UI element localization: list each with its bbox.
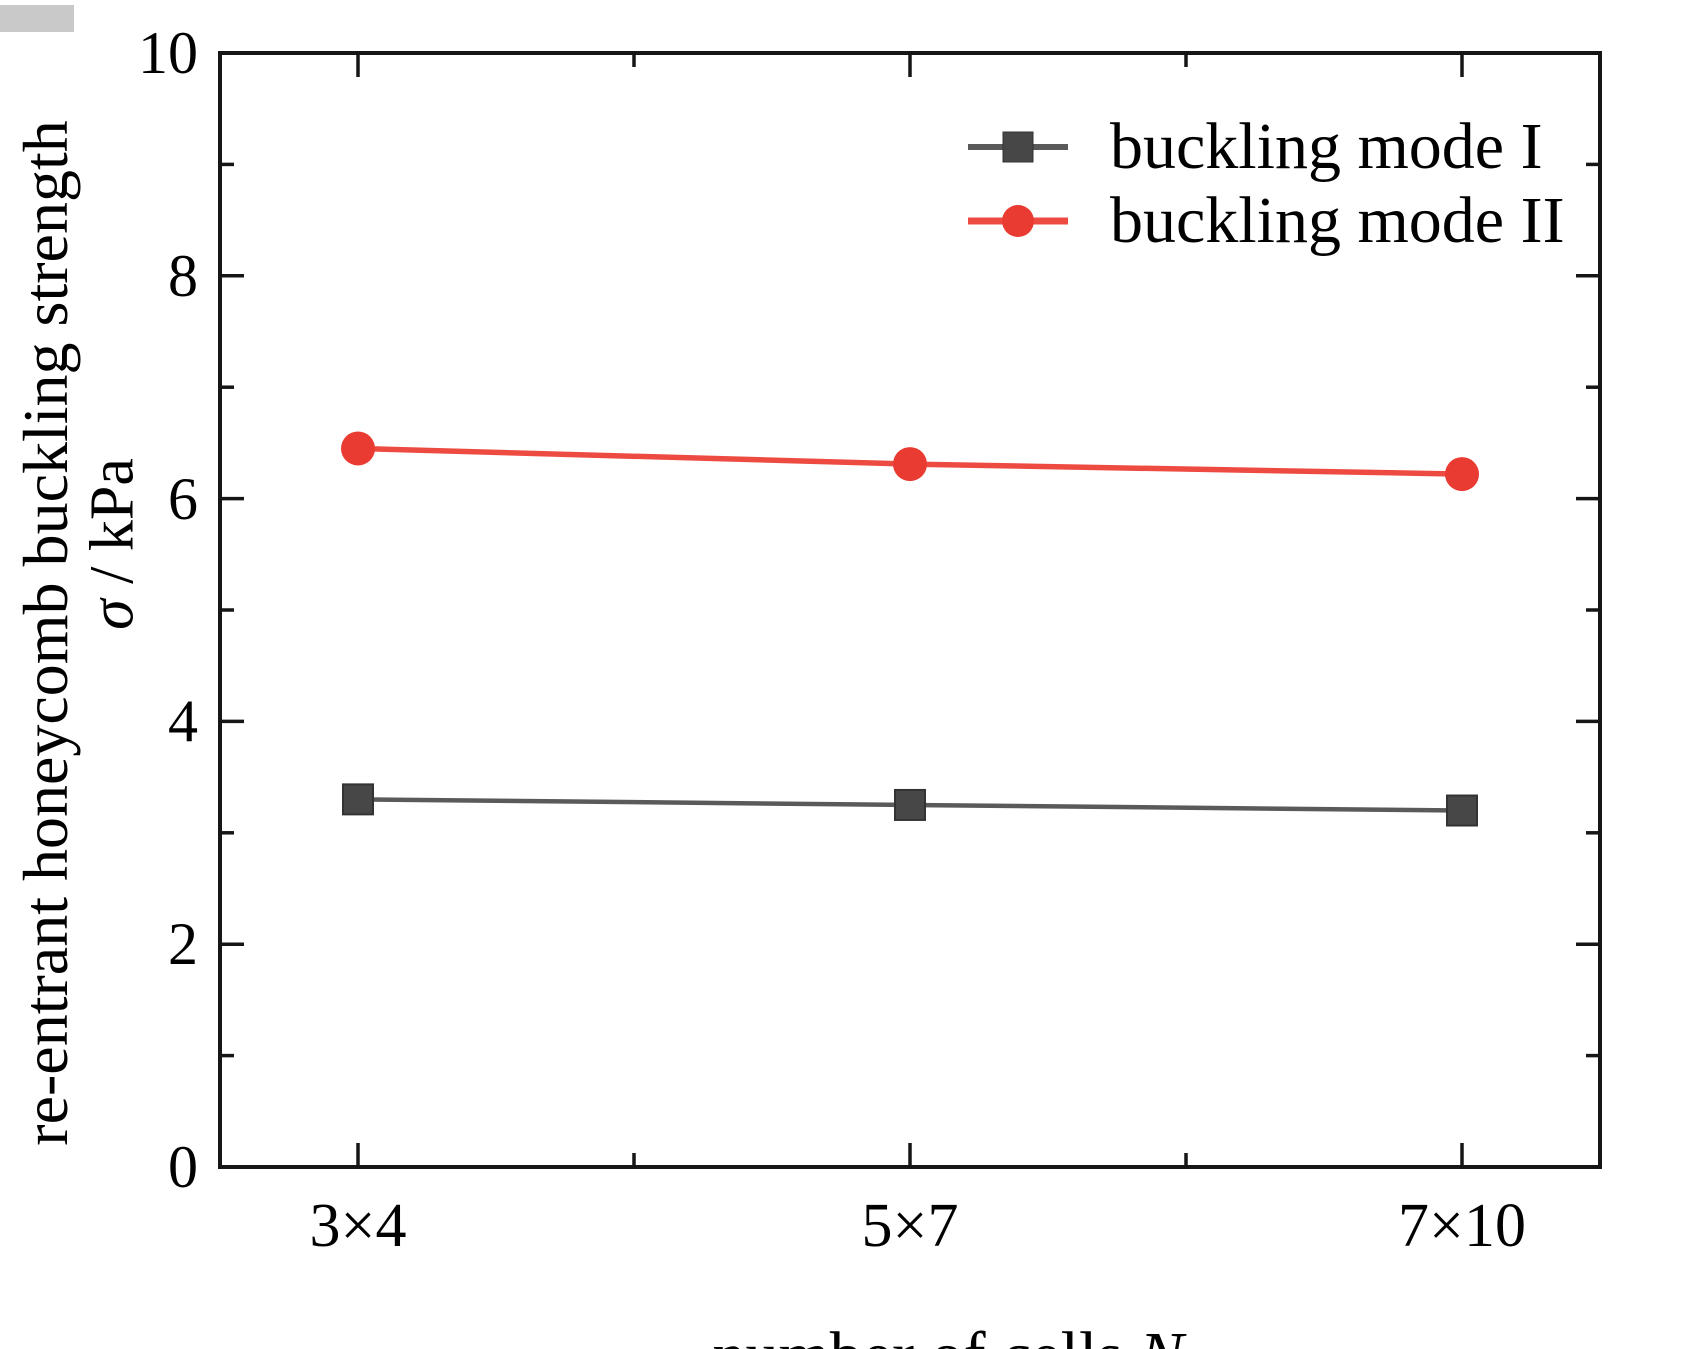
sigma-symbol: σ xyxy=(78,599,147,630)
data-point-square xyxy=(894,788,926,821)
y-tick-label: 2 xyxy=(168,911,198,978)
legend-sample-square-icon xyxy=(968,131,1068,163)
legend-label-mode1: buckling mode I xyxy=(1110,110,1543,183)
y-tick-label: 4 xyxy=(168,688,198,755)
y-tick-label: 8 xyxy=(168,242,198,309)
x-axis-label-text: number of cells xyxy=(712,1319,1139,1349)
x-tick-label: 5×7 xyxy=(861,1192,959,1260)
data-point-circle xyxy=(341,431,375,466)
y-tick-label: 0 xyxy=(168,1134,198,1200)
data-point-square xyxy=(342,783,374,816)
data-point-circle xyxy=(893,447,927,482)
x-axis-label: number of cells N xyxy=(646,1248,1183,1349)
n-symbol: N xyxy=(1140,1319,1184,1349)
data-point-circle xyxy=(1445,457,1479,492)
y-axis-unit-text: / kPa xyxy=(78,458,147,600)
legend-label-mode2: buckling mode II xyxy=(1110,184,1565,257)
legend-sample-circle-icon xyxy=(968,205,1068,237)
scan-artifact xyxy=(0,5,74,32)
y-tick-label: 6 xyxy=(168,465,198,532)
legend-item-mode1: buckling mode I xyxy=(968,110,1565,184)
x-tick-label: 7×10 xyxy=(1398,1192,1526,1260)
legend: buckling mode I buckling mode II xyxy=(968,110,1565,258)
x-tick-label: 3×4 xyxy=(309,1192,407,1260)
y-axis-unit-label: σ / kPa xyxy=(7,458,220,692)
y-tick-label: 10 xyxy=(138,20,198,86)
data-point-square xyxy=(1446,794,1478,827)
legend-item-mode2: buckling mode II xyxy=(968,184,1565,258)
